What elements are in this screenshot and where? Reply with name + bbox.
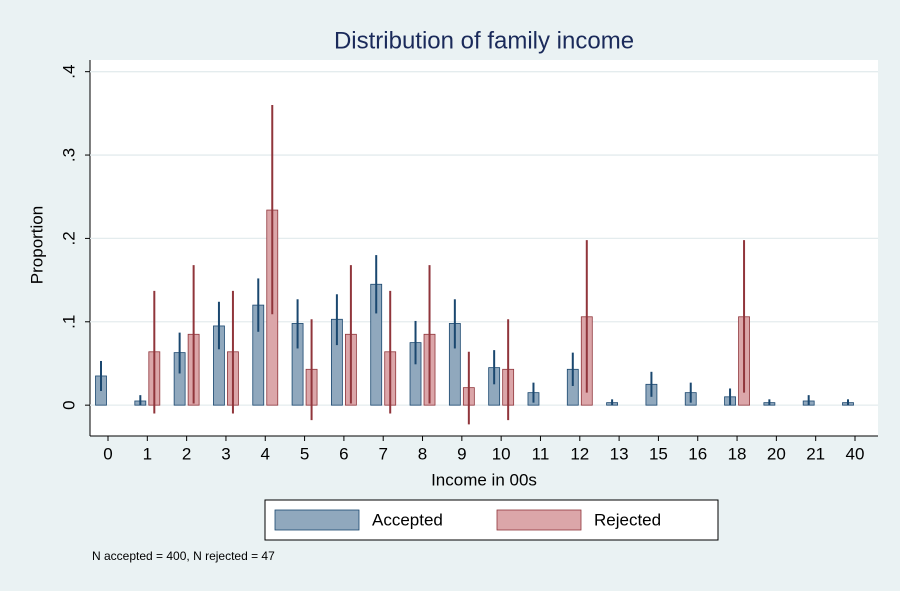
x-tick-label: 20 bbox=[767, 444, 786, 463]
y-tick-label: 0 bbox=[59, 400, 78, 409]
x-axis-title: Income in 00s bbox=[431, 470, 537, 489]
x-tick-label: 21 bbox=[806, 444, 825, 463]
x-tick-label: 15 bbox=[649, 444, 668, 463]
y-tick-label: .4 bbox=[59, 65, 78, 79]
y-tick-label: .3 bbox=[59, 148, 78, 162]
plot-area bbox=[90, 60, 878, 436]
x-tick-label: 18 bbox=[728, 444, 747, 463]
x-tick-label: 13 bbox=[610, 444, 629, 463]
x-tick-label: 10 bbox=[492, 444, 511, 463]
x-tick-label: 1 bbox=[143, 444, 152, 463]
legend-swatch bbox=[496, 509, 582, 531]
x-tick-label: 16 bbox=[688, 444, 707, 463]
x-tick-label: 11 bbox=[532, 444, 550, 463]
y-tick-label: .1 bbox=[59, 315, 78, 329]
x-tick-label: 12 bbox=[570, 444, 589, 463]
chart-title: Distribution of family income bbox=[334, 27, 634, 54]
x-tick-label: 4 bbox=[261, 444, 270, 463]
x-tick-label: 3 bbox=[221, 444, 230, 463]
x-tick-label: 9 bbox=[457, 444, 466, 463]
x-tick-label: 7 bbox=[378, 444, 387, 463]
y-axis-title: Proportion bbox=[27, 206, 46, 284]
legend-swatch bbox=[274, 509, 360, 531]
legend-label: Rejected bbox=[594, 510, 661, 529]
x-tick-label: 6 bbox=[339, 444, 348, 463]
note: N accepted = 400, N rejected = 47 bbox=[92, 549, 275, 563]
x-tick-label: 8 bbox=[418, 444, 427, 463]
x-tick-label: 40 bbox=[846, 444, 865, 463]
x-tick-label: 2 bbox=[182, 444, 191, 463]
x-tick-label: 0 bbox=[103, 444, 112, 463]
x-tick-label: 5 bbox=[300, 444, 309, 463]
y-tick-label: .2 bbox=[59, 231, 78, 245]
legend-label: Accepted bbox=[372, 510, 443, 529]
